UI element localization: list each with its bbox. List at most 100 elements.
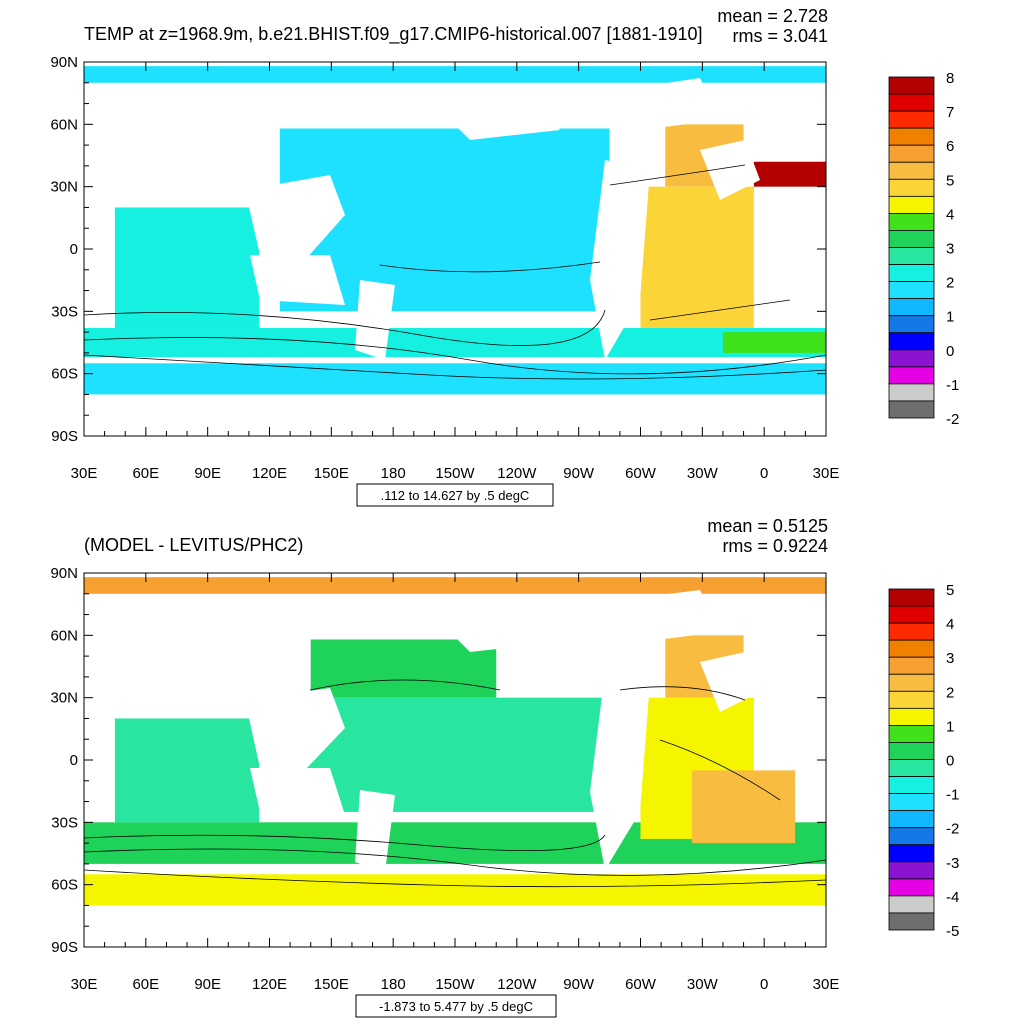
bottom-xtick-label: 60W bbox=[625, 976, 657, 993]
top-colorbar-box bbox=[888, 144, 935, 163]
top-colorbar-label: -1 bbox=[946, 377, 959, 394]
top-colorbar-label: 2 bbox=[946, 275, 954, 292]
top-colorbar-box bbox=[888, 349, 935, 368]
bottom-ytick-label: 30N bbox=[50, 690, 78, 707]
top-colorbar-box bbox=[888, 264, 935, 282]
top-title: TEMP at z=1968.9m, b.e21.BHIST.f09_g17.C… bbox=[84, 24, 703, 45]
bottom-colorbar-box bbox=[888, 725, 935, 743]
top-xtick-label: 90W bbox=[563, 465, 595, 482]
bottom-xtick-label: 60E bbox=[132, 976, 159, 993]
top-region-southern-band bbox=[84, 327, 826, 358]
top-map: 30E 60E 90E 120E 150E 180 150W 120W 90W 60W 30W 0 30… bbox=[50, 54, 839, 482]
bottom-colorbar-box bbox=[888, 844, 935, 863]
top-region-atlantic bbox=[640, 186, 754, 328]
bottom-colorbar-label: 5 bbox=[946, 582, 954, 599]
top-xtick-label: 150W bbox=[435, 465, 475, 482]
top-ytick-label: 60S bbox=[51, 366, 78, 383]
bottom-colorbar-box bbox=[888, 810, 935, 829]
bottom-colorbar-label: -5 bbox=[946, 923, 959, 940]
top-colorbar-label: -2 bbox=[946, 411, 959, 428]
top-xtick-label: 60E bbox=[132, 465, 159, 482]
bottom-colorbar-box bbox=[888, 673, 935, 692]
bottom-contour-info-box bbox=[355, 994, 557, 1018]
top-xtick-label: 120E bbox=[252, 465, 287, 482]
bottom-xtick-label: 90E bbox=[194, 976, 221, 993]
top-colorbar-label: 5 bbox=[946, 172, 954, 189]
top-axes: 30E 60E 90E 120E 150E 180 150W 120W 90W 60W 30W 0 30… bbox=[50, 54, 839, 482]
bottom-colorbar-box bbox=[888, 656, 935, 675]
bottom-xtick-label: 90W bbox=[563, 976, 595, 993]
top-xtick-label: 0 bbox=[760, 465, 768, 482]
bottom-axes: 30E 60E 90E 120E 150E 180 150W 120W 90W 60W 30W 0 30… bbox=[50, 565, 839, 993]
bottom-ytick-label: 90S bbox=[51, 939, 78, 956]
top-ytick-label: 90S bbox=[51, 428, 78, 445]
bottom-colorbar-box bbox=[888, 707, 935, 726]
bottom-colorbar: 5 4 3 2 1 0 -1 -2 -3 -4 -5 bbox=[888, 582, 959, 940]
top-colorbar-label: 7 bbox=[946, 104, 954, 121]
bottom-colorbar-label: 3 bbox=[946, 650, 954, 667]
top-colorbar-box bbox=[888, 315, 935, 334]
bottom-colorbar-label: 2 bbox=[946, 684, 954, 701]
bottom-xtick-label: 30E bbox=[813, 976, 840, 993]
top-xtick-label: 150E bbox=[314, 465, 349, 482]
top-colorbar-box bbox=[888, 161, 935, 180]
top-contour-info-box bbox=[356, 483, 554, 507]
top-xtick-label: 30W bbox=[687, 465, 719, 482]
bottom-xtick-label: 30E bbox=[71, 976, 98, 993]
top-ytick-label: 0 bbox=[70, 241, 78, 258]
top-colorbar-label: 3 bbox=[946, 241, 954, 258]
top-xtick-label: 60W bbox=[625, 465, 657, 482]
bottom-xtick-label: 150W bbox=[435, 976, 475, 993]
top-region-mediterranean bbox=[753, 161, 826, 187]
bottom-colorbar-box bbox=[888, 861, 935, 880]
bottom-colorbar-box bbox=[888, 793, 935, 812]
bottom-colorbar-box bbox=[888, 878, 935, 897]
bottom-colorbar-box bbox=[888, 605, 935, 624]
bottom-region-pacific-north bbox=[310, 639, 497, 698]
top-colorbar-label: 4 bbox=[946, 206, 954, 223]
bottom-ytick-label: 90N bbox=[50, 565, 78, 582]
top-colorbar-box bbox=[888, 230, 935, 248]
bottom-ytick-label: 60N bbox=[50, 627, 78, 644]
top-colorbar-box bbox=[888, 93, 935, 112]
top-xtick-label: 180 bbox=[381, 465, 406, 482]
bottom-land bbox=[245, 590, 760, 872]
bottom-colorbar-label: -2 bbox=[946, 821, 959, 838]
top-region-atlantic-south bbox=[722, 332, 826, 353]
top-colorbar-box bbox=[888, 332, 935, 351]
bottom-colorbar-label: -4 bbox=[946, 889, 959, 906]
top-contour-info: .112 to 14.627 by .5 degC bbox=[381, 488, 530, 503]
top-colorbar-box bbox=[888, 110, 935, 129]
bottom-region-indian bbox=[114, 718, 260, 823]
top-colorbar-box bbox=[888, 247, 935, 265]
bottom-xtick-label: 120E bbox=[252, 976, 287, 993]
bottom-colorbar-box bbox=[888, 690, 935, 709]
top-contours bbox=[83, 164, 827, 380]
bottom-colorbar-label: 0 bbox=[946, 753, 954, 770]
bottom-mean: mean = 0.5125 bbox=[707, 516, 828, 536]
bottom-xtick-label: 180 bbox=[381, 976, 406, 993]
top-colorbar-label: 0 bbox=[946, 343, 954, 360]
top-colorbar-box bbox=[888, 178, 935, 197]
top-xtick-label: 120W bbox=[497, 465, 537, 482]
bottom-colorbar-label: -1 bbox=[946, 787, 959, 804]
top-ytick-label: 90N bbox=[50, 54, 78, 71]
bottom-colorbar-box bbox=[888, 759, 935, 777]
bottom-xtick-label: 150E bbox=[314, 976, 349, 993]
top-colorbar-box bbox=[888, 127, 935, 146]
top-colorbar-box bbox=[888, 400, 935, 419]
top-colorbar-box bbox=[888, 76, 935, 95]
bottom-region-atlantic-south bbox=[692, 770, 796, 844]
bottom-colorbar-box bbox=[888, 588, 935, 607]
bottom-ytick-label: 60S bbox=[51, 877, 78, 894]
top-xtick-label: 30E bbox=[813, 465, 840, 482]
top-colorbar-box bbox=[888, 281, 935, 300]
top-colorbar-box bbox=[888, 366, 935, 385]
top-colorbar-box bbox=[888, 212, 935, 231]
bottom-panel: (MODEL - LEVITUS/PHC2) mean = 0.5125 rms… bbox=[50, 516, 959, 1018]
top-colorbar-box bbox=[888, 383, 935, 402]
bottom-colorbar-label: 1 bbox=[946, 718, 954, 735]
bottom-colorbar-box bbox=[888, 912, 935, 931]
top-mean: mean = 2.728 bbox=[717, 6, 828, 26]
